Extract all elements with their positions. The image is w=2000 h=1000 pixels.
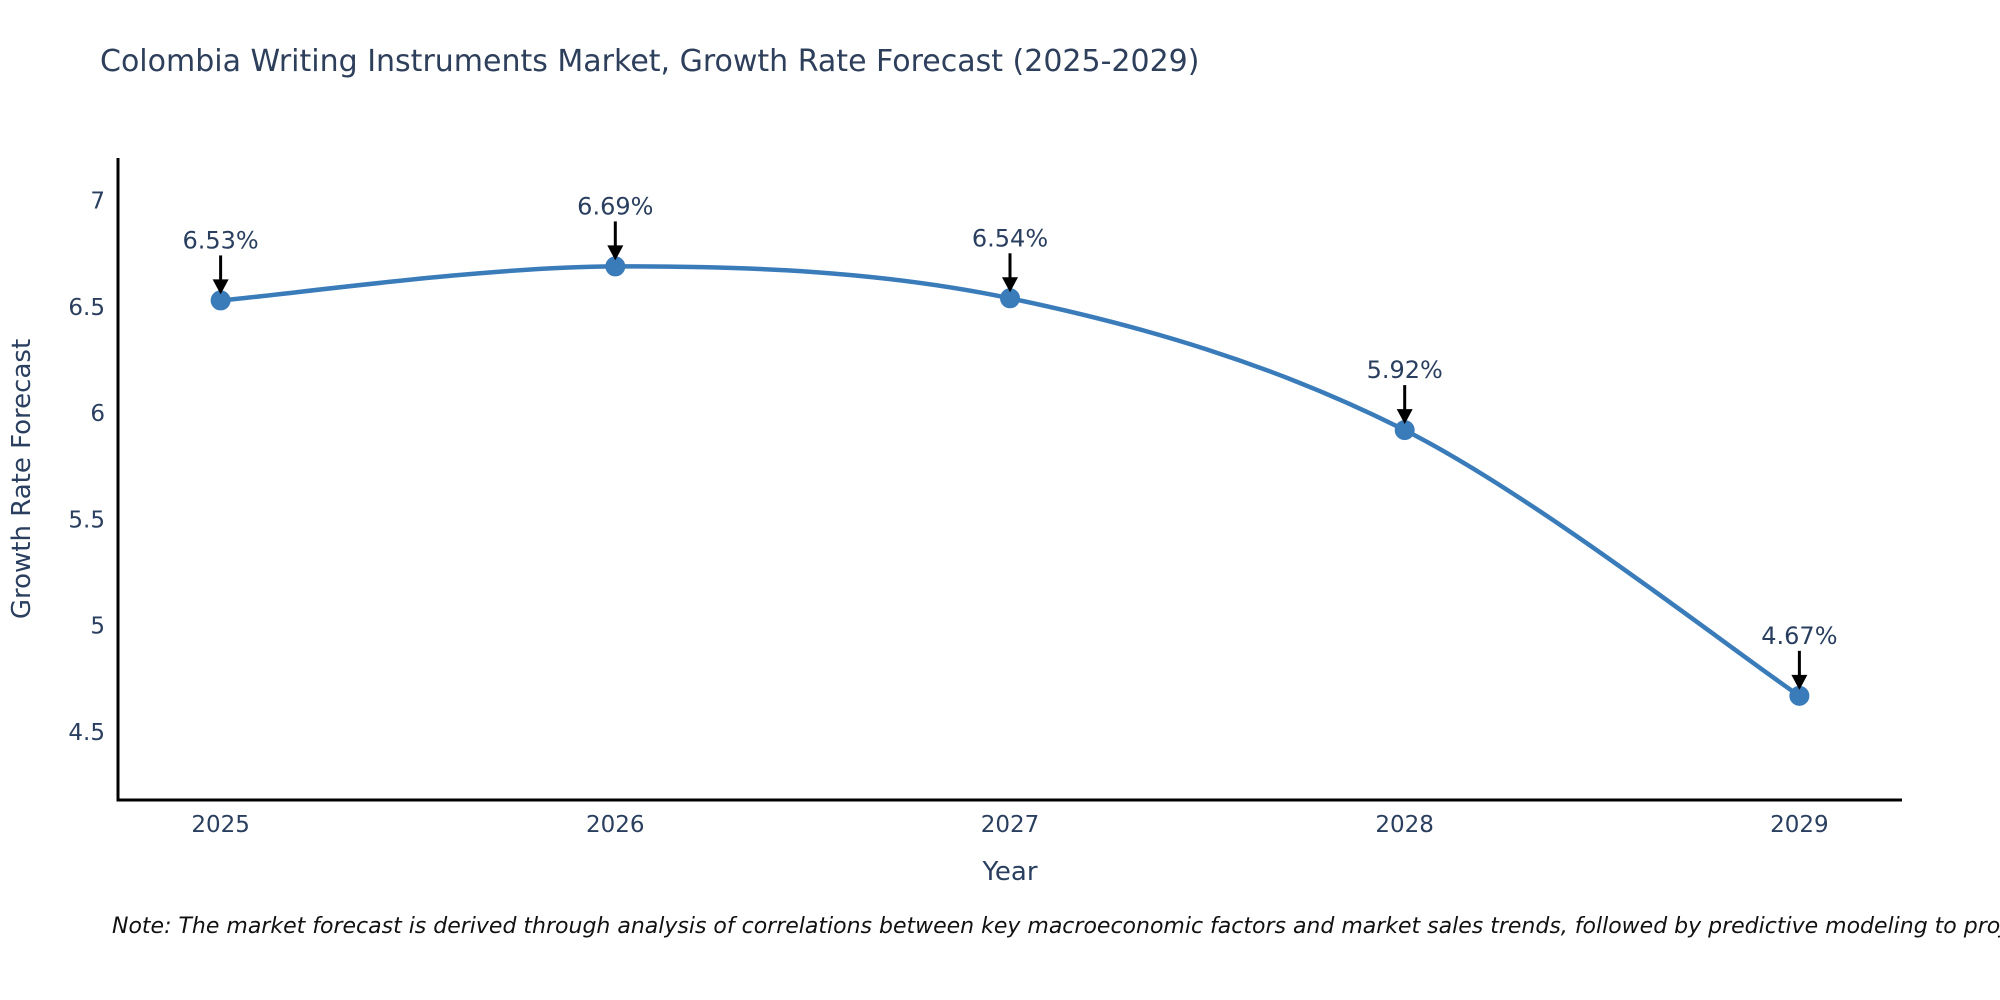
x-axis-title: Year — [981, 857, 1037, 887]
x-tick-label: 2025 — [191, 812, 250, 838]
x-tick-label: 2028 — [1375, 812, 1434, 838]
x-tick-label: 2029 — [1770, 812, 1829, 838]
x-tick-label: 2026 — [586, 812, 645, 838]
y-tick-label: 7 — [90, 189, 105, 215]
y-tick-label: 6 — [90, 401, 105, 427]
annotation-arrowhead — [1396, 409, 1413, 425]
y-tick-label: 5.5 — [68, 507, 105, 533]
annotation-arrowhead — [1002, 277, 1018, 293]
data-point-label: 6.54% — [972, 224, 1048, 252]
annotation-arrowhead — [212, 279, 229, 295]
y-axis-title: Growth Rate Forecast — [7, 339, 37, 619]
data-point-label: 5.92% — [1367, 356, 1443, 384]
data-point-label: 6.53% — [182, 226, 258, 254]
y-tick-label: 6.5 — [68, 295, 105, 321]
data-point-label: 4.67% — [1761, 622, 1837, 650]
x-tick-label: 2027 — [981, 812, 1040, 838]
footnote: Note: The market forecast is derived thr… — [112, 914, 2000, 939]
y-tick-label: 4.5 — [68, 720, 105, 746]
y-tick-label: 5 — [90, 614, 105, 640]
forecast-line — [218, 264, 1802, 699]
annotation-arrowhead — [607, 245, 624, 261]
data-point-label: 6.69% — [577, 192, 653, 220]
chart-title: Colombia Writing Instruments Market, Gro… — [100, 44, 1200, 79]
annotation-arrowhead — [1791, 674, 1808, 690]
